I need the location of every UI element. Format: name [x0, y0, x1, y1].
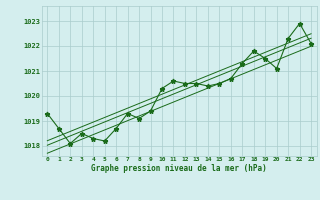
X-axis label: Graphe pression niveau de la mer (hPa): Graphe pression niveau de la mer (hPa) — [91, 164, 267, 173]
